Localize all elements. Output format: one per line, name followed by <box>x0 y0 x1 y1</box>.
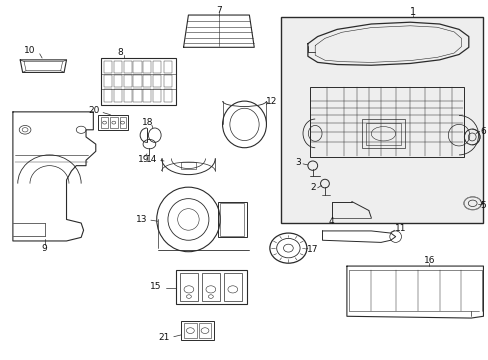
Text: 13: 13 <box>135 215 147 224</box>
Text: 15: 15 <box>150 282 161 291</box>
Bar <box>153 89 161 102</box>
Text: 7: 7 <box>215 6 221 15</box>
Bar <box>181 321 214 339</box>
Bar <box>143 75 151 87</box>
Text: 16: 16 <box>423 256 435 265</box>
Bar <box>133 61 142 73</box>
Bar <box>220 203 244 235</box>
Bar <box>201 273 220 301</box>
Text: 4: 4 <box>328 217 333 226</box>
Bar <box>104 89 112 102</box>
Text: 2: 2 <box>309 183 315 192</box>
Text: 21: 21 <box>158 333 169 342</box>
Bar <box>223 273 242 301</box>
Bar <box>101 117 108 128</box>
Bar <box>281 17 483 223</box>
Bar <box>198 323 211 338</box>
Text: 8: 8 <box>117 48 123 57</box>
Bar <box>98 115 128 130</box>
Bar <box>143 61 151 73</box>
Bar <box>153 61 161 73</box>
Bar <box>123 75 132 87</box>
Bar <box>179 273 198 301</box>
Text: 1: 1 <box>409 7 415 17</box>
Bar <box>361 119 405 148</box>
Bar <box>123 89 132 102</box>
Bar <box>123 61 132 73</box>
Bar <box>163 61 171 73</box>
Bar <box>176 270 246 304</box>
Bar <box>114 75 122 87</box>
Bar <box>163 89 171 102</box>
Bar <box>217 202 246 237</box>
Bar <box>114 89 122 102</box>
Text: 6: 6 <box>479 127 485 136</box>
Text: 9: 9 <box>41 244 47 253</box>
Text: 12: 12 <box>266 96 277 105</box>
Bar <box>110 117 118 128</box>
Bar <box>104 75 112 87</box>
Text: 10: 10 <box>24 46 36 55</box>
Bar <box>181 162 195 169</box>
Text: 11: 11 <box>394 224 406 233</box>
Text: 14: 14 <box>146 155 158 164</box>
Bar <box>133 75 142 87</box>
Text: 5: 5 <box>479 201 485 210</box>
Bar <box>114 61 122 73</box>
Text: 18: 18 <box>142 118 153 127</box>
Bar <box>366 123 400 145</box>
Bar <box>143 89 151 102</box>
Bar <box>310 87 463 157</box>
Bar <box>104 61 112 73</box>
Bar <box>163 75 171 87</box>
Bar <box>101 58 176 105</box>
Text: 17: 17 <box>306 246 318 255</box>
Bar <box>133 89 142 102</box>
Text: 19: 19 <box>138 155 149 164</box>
Bar <box>120 117 126 128</box>
Text: 20: 20 <box>88 105 100 114</box>
Bar <box>183 323 196 338</box>
Bar <box>153 75 161 87</box>
Text: 3: 3 <box>295 158 301 167</box>
